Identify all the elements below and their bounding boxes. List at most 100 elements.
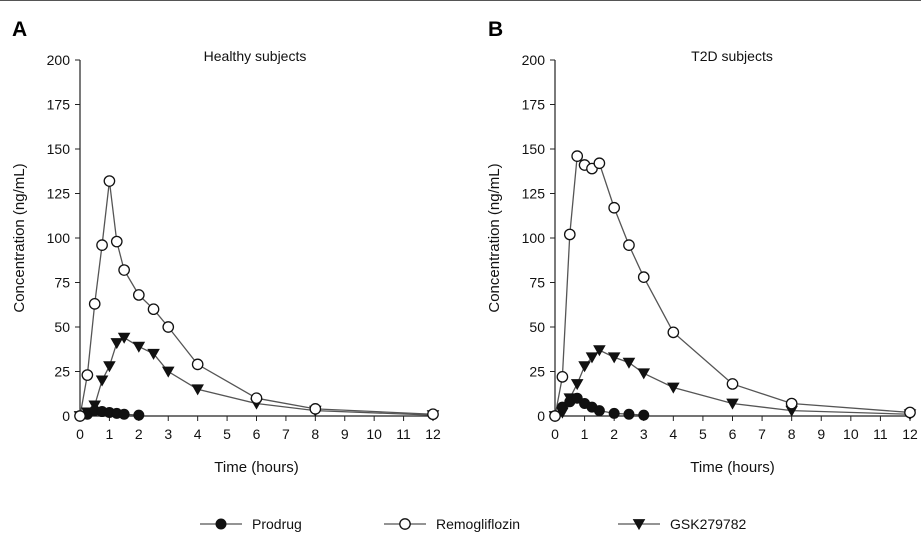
x-tick-label: 12: [425, 426, 441, 442]
y-tick-label: 200: [47, 52, 71, 68]
data-point-gsk279782: [117, 332, 131, 344]
y-tick-label: 125: [47, 186, 71, 202]
y-tick-label: 100: [47, 230, 71, 246]
chart-title: T2D subjects: [691, 48, 773, 64]
x-tick-label: 9: [817, 426, 825, 442]
legend-marker-prodrug: [215, 518, 227, 530]
x-tick-label: 6: [253, 426, 261, 442]
data-point-prodrug: [571, 392, 583, 404]
data-point-remogliflozin: [785, 397, 798, 410]
data-point-remogliflozin: [103, 175, 116, 187]
y-tick-label: 0: [62, 408, 70, 424]
y-tick-label: 0: [537, 408, 545, 424]
data-point-prodrug: [133, 409, 145, 421]
data-point-prodrug: [638, 409, 650, 421]
data-point-prodrug: [556, 401, 568, 413]
data-point-gsk279782: [161, 366, 175, 378]
legend-marker-remogliflozin: [399, 518, 411, 530]
data-point-gsk279782: [585, 352, 599, 364]
data-point-remogliflozin: [132, 289, 145, 301]
data-point-remogliflozin: [556, 370, 569, 383]
data-point-gsk279782: [147, 348, 160, 360]
data-point-gsk279782: [570, 379, 584, 391]
data-point-remogliflozin: [81, 369, 94, 381]
y-tick-label: 150: [522, 141, 546, 157]
data-point-prodrug: [118, 408, 130, 420]
y-tick-label: 50: [54, 319, 70, 335]
x-tick-label: 11: [873, 426, 888, 442]
y-tick-label: 50: [529, 319, 545, 335]
data-point-remogliflozin: [726, 378, 739, 390]
chart-title: Healthy subjects: [204, 48, 307, 64]
data-point-remogliflozin: [96, 239, 108, 251]
y-tick-label: 100: [522, 230, 546, 246]
x-tick-label: 11: [396, 426, 411, 442]
data-point-remogliflozin: [563, 228, 576, 241]
chart-legend: Prodrug Remogliflozin GSK279782: [200, 516, 746, 532]
y-tick-label: 200: [522, 52, 546, 68]
data-point-remogliflozin: [623, 239, 635, 251]
y-axis-title: Concentration (ng/mL): [486, 163, 503, 312]
x-tick-label: 5: [699, 426, 707, 442]
x-tick-label: 5: [223, 426, 231, 442]
data-point-remogliflozin: [110, 235, 123, 248]
x-tick-label: 7: [758, 426, 766, 442]
legend-label: Prodrug: [252, 516, 302, 532]
data-point-remogliflozin: [309, 403, 322, 415]
x-tick-label: 8: [788, 426, 796, 442]
panel-letter: B: [488, 18, 503, 41]
y-tick-label: 175: [522, 97, 546, 113]
x-tick-label: 8: [311, 426, 319, 442]
data-point-gsk279782: [667, 382, 680, 394]
x-tick-label: 4: [669, 426, 677, 442]
data-point-prodrug: [608, 407, 620, 419]
x-tick-label: 0: [551, 426, 559, 442]
data-point-remogliflozin: [118, 264, 130, 276]
data-point-remogliflozin: [191, 358, 204, 371]
y-tick-label: 125: [522, 186, 546, 202]
data-point-gsk279782: [726, 398, 739, 410]
x-tick-label: 6: [729, 426, 737, 442]
y-tick-label: 25: [54, 364, 70, 380]
y-tick-label: 75: [529, 275, 545, 291]
data-point-gsk279782: [578, 361, 591, 373]
x-tick-label: 1: [106, 426, 114, 442]
x-tick-label: 10: [366, 426, 382, 442]
data-point-gsk279782: [637, 368, 651, 380]
x-tick-label: 4: [194, 426, 202, 442]
data-point-prodrug: [593, 405, 605, 417]
x-axis-title: Time (hours): [214, 459, 298, 476]
data-point-remogliflozin: [549, 410, 561, 422]
x-axis-title: Time (hours): [690, 459, 774, 476]
x-tick-label: 7: [282, 426, 290, 442]
data-point-remogliflozin: [904, 406, 916, 419]
data-point-remogliflozin: [667, 326, 680, 339]
data-point-gsk279782: [607, 352, 621, 364]
x-tick-label: 1: [581, 426, 589, 442]
x-tick-label: 2: [135, 426, 143, 442]
data-point-gsk279782: [103, 361, 116, 373]
series-line-remogliflozin: [554, 154, 911, 417]
data-point-remogliflozin: [147, 303, 160, 316]
data-point-remogliflozin: [593, 157, 606, 170]
legend-label: Remogliflozin: [436, 516, 520, 532]
x-tick-label: 10: [843, 426, 859, 442]
y-tick-label: 175: [47, 97, 71, 113]
x-tick-label: 12: [902, 426, 918, 442]
legend-marker-gsk279782: [632, 519, 646, 531]
data-point-gsk279782: [593, 345, 606, 357]
y-axis-title: Concentration (ng/mL): [11, 163, 28, 312]
data-point-remogliflozin: [88, 298, 101, 310]
y-tick-label: 150: [47, 141, 71, 157]
panel-letter: A: [12, 18, 27, 41]
data-point-remogliflozin: [250, 392, 263, 405]
data-point-gsk279782: [132, 341, 146, 353]
data-point-remogliflozin: [74, 410, 86, 422]
data-point-gsk279782: [110, 338, 124, 350]
data-point-gsk279782: [191, 384, 204, 396]
data-point-remogliflozin: [162, 321, 175, 333]
data-point-remogliflozin: [608, 201, 621, 214]
